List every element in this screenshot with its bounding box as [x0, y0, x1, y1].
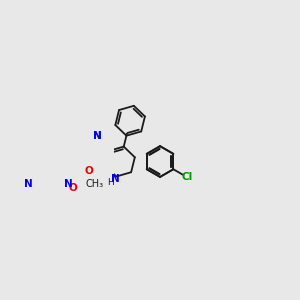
Text: N: N [94, 131, 102, 141]
Text: N: N [111, 174, 120, 184]
Text: N: N [24, 179, 32, 189]
Text: N: N [94, 131, 102, 141]
Text: N: N [64, 179, 72, 189]
Text: O: O [68, 183, 77, 193]
Text: CH₃: CH₃ [86, 178, 104, 189]
Text: Cl: Cl [182, 172, 193, 182]
Text: H: H [107, 178, 114, 187]
Text: O: O [85, 166, 93, 176]
